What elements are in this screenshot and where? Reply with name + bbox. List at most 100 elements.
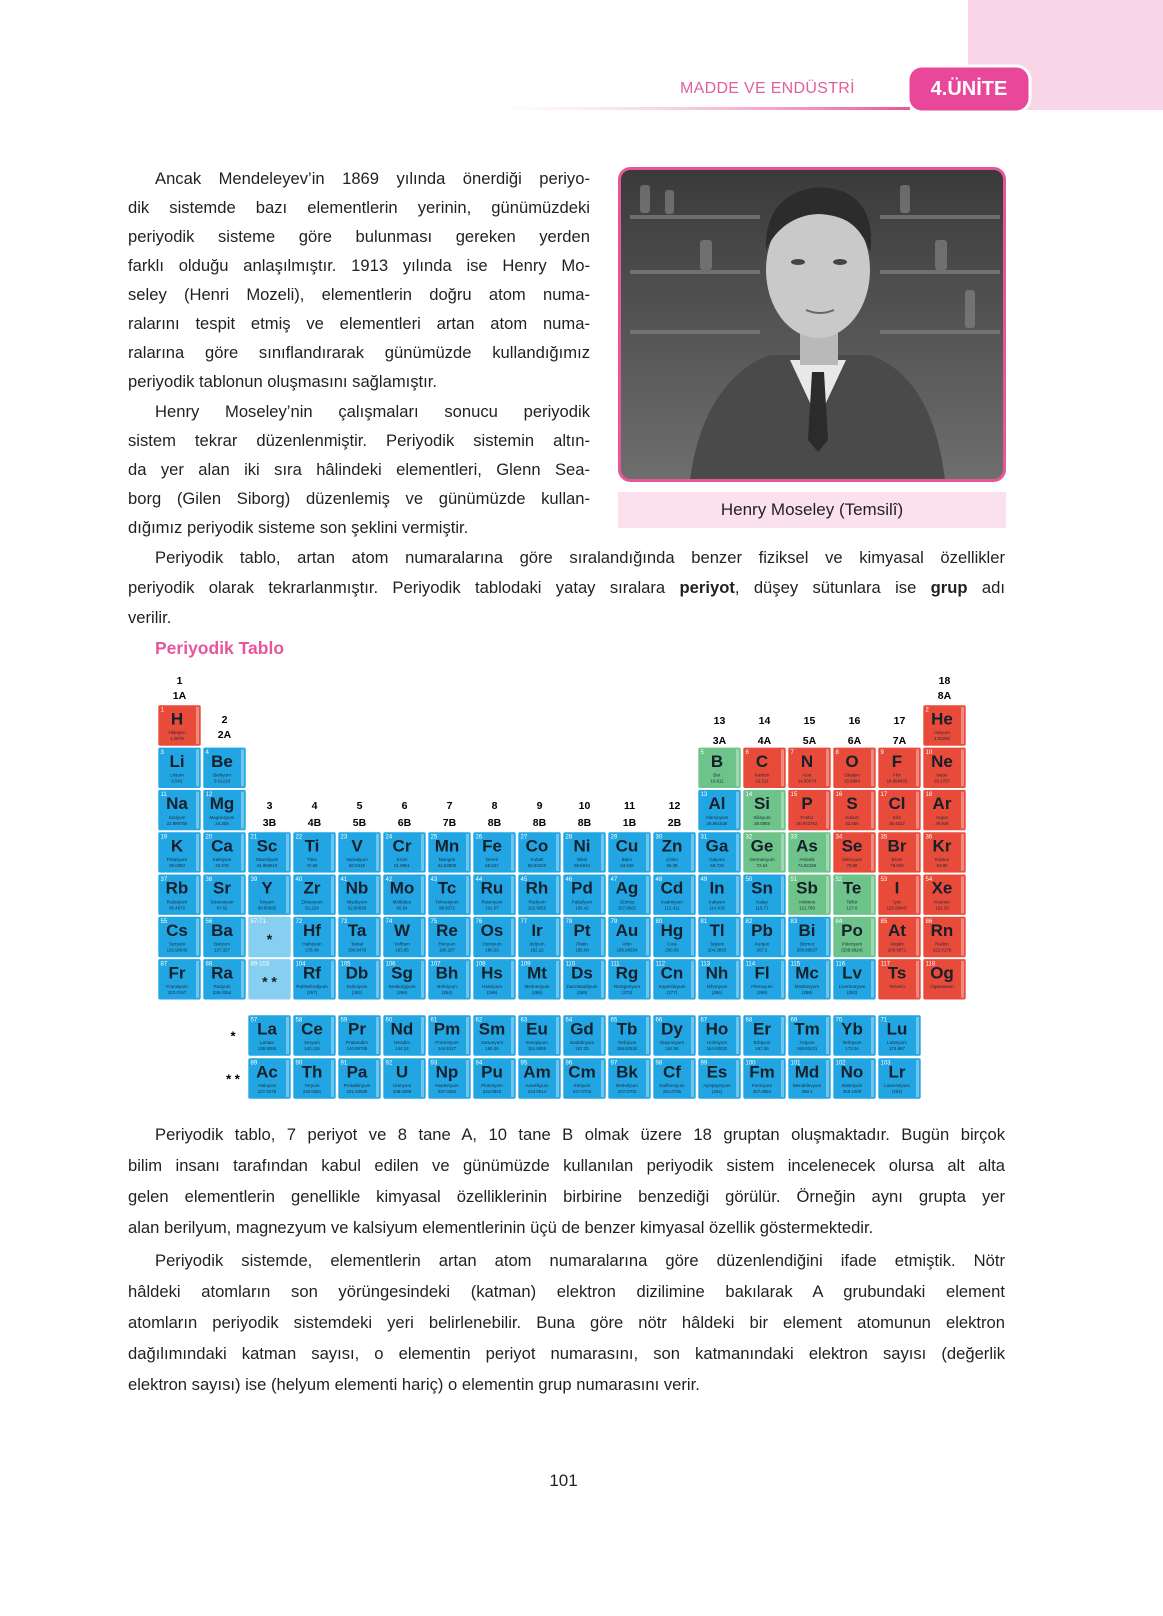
atomic-number: 38 [206,877,213,883]
cell-shade [826,876,829,914]
atomic-number: 92 [386,1061,393,1067]
atomic-number: 94 [476,1061,483,1067]
element-name: İtriyum [260,898,274,904]
cell-background [742,916,787,958]
atomic-mass: 140.115 [304,1046,320,1051]
cell-background [877,789,922,831]
element-symbol: Sm [479,1019,505,1038]
element-symbol: F [892,752,902,771]
cell-background [337,831,382,874]
group-number: 12 [669,800,681,812]
element-name: Neodim [394,1040,410,1045]
unit-label: 4.ÜNİTE [930,78,1008,100]
element-name: Nobelyum [842,1083,863,1088]
cell-background [562,916,607,958]
atomic-number: 67 [701,1018,708,1024]
atomic-mass: 83.80 [937,863,949,868]
element-name: Disprosyum [660,1040,684,1045]
cell-shade [286,1060,289,1097]
element-symbol: No [841,1062,864,1081]
cell-background [202,746,247,789]
atomic-number: 68 [746,1018,753,1024]
atomic-mass: 259.1009 [843,1089,862,1094]
atomic-mass: 251.0796 [663,1089,682,1094]
cell-background [742,873,787,916]
atomic-number: 109 [521,961,532,967]
element-name: Radon [935,942,949,947]
element-name: Toryum [304,1083,319,1088]
atomic-number: 116 [836,961,846,967]
cell-background [832,916,877,958]
element-symbol: Zn [662,836,683,855]
element-name: Vanadyum [346,857,368,862]
cell-background [472,873,517,916]
atomic-number: 16 [836,792,843,798]
atomic-mass: 247.0703 [573,1089,592,1094]
cell-background [697,873,742,916]
cell-shade [331,1060,334,1097]
cell-shade [556,833,559,871]
cell-shade [421,1060,424,1097]
cell-shade [286,833,289,871]
atomic-number: 104 [296,961,307,967]
cell-background [832,958,877,1001]
element-symbol: N [801,752,813,771]
element-symbol: Er [753,1019,771,1038]
cell-background [697,746,742,789]
group-number: 2 [222,714,228,726]
text-line: Ancak Mendeleyev’in 1869 yılında önerdiğ… [155,169,590,188]
element-symbol: Al [709,794,726,813]
atomic-number: 41 [341,877,348,883]
cell-background [202,831,247,874]
cell-background [427,1057,472,1100]
element-name: Kripton [935,857,950,862]
element-name: Rodyum [528,899,545,904]
element-symbol: Ta [348,921,367,940]
element-name: Talyum [710,942,725,947]
atomic-number: 15 [791,792,798,798]
cell-shade [691,960,694,998]
cell-shade [736,1060,739,1097]
cell-background [382,958,427,1001]
atomic-mass: 127.6 [847,905,859,910]
atomic-mass: 91.224 [305,905,319,910]
element-name: Paladyum [572,899,593,904]
cell-shade [736,791,739,829]
element-name: Germanyum [749,857,774,862]
atomic-number: 35 [881,834,888,840]
text-line: gelen elementlerin genellikle kimyasal ö… [128,1187,1005,1206]
atomic-mass: (272) [622,990,633,995]
element-name: Evropiyum [526,1040,548,1045]
element-symbol: Tc [438,879,457,898]
atomic-mass: 192.22 [530,948,544,953]
cell-shade [511,1060,514,1097]
periodic-table: 11A22A33B44B55B66B77B88B98B108B111B122B1… [157,675,967,1100]
element-symbol: Fm [749,1062,775,1081]
element-symbol: S [846,794,857,813]
atomic-number: 74 [386,919,393,925]
atomic-mass: 24.305 [215,821,229,826]
cell-shade [871,876,874,914]
cell-background [517,916,562,958]
series-marker: * [230,1028,236,1043]
atomic-mass: (208.9824) [841,948,863,953]
element-name: Küriyum [574,1083,591,1088]
element-name: Holmiyum [707,1040,728,1045]
atomic-number: 59 [341,1018,348,1024]
cell-shade [331,918,334,956]
element-name: Kalsiyum [213,857,232,862]
cell-shade [601,1060,604,1097]
group-number: 14 [759,715,771,727]
element-name: Livermoryum [839,984,866,989]
